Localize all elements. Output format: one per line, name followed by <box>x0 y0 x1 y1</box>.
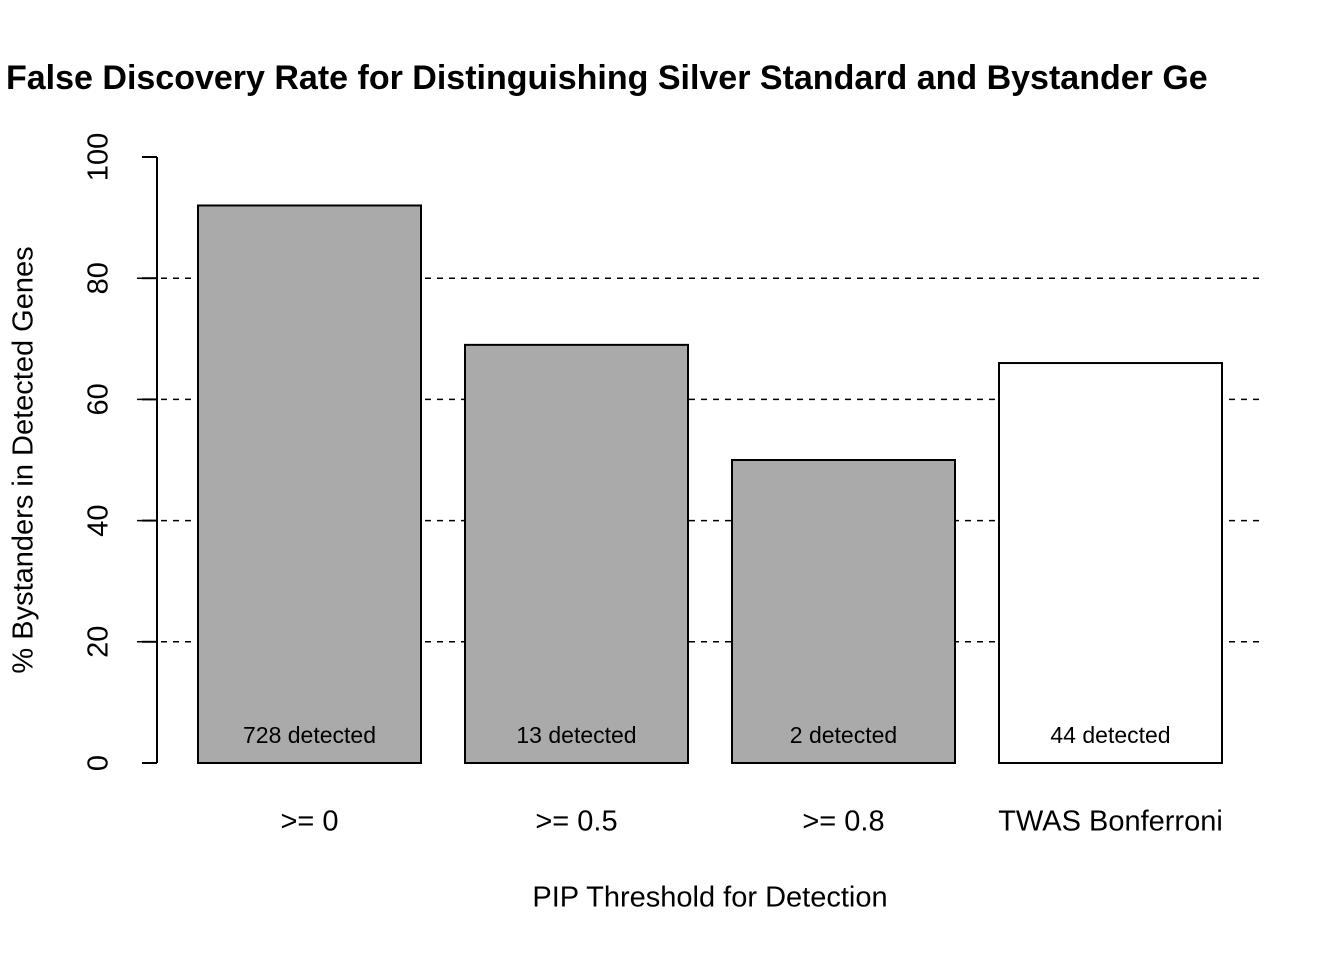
y-tick-label: 80 <box>83 262 115 294</box>
x-axis-label: PIP Threshold for Detection <box>532 882 887 914</box>
y-tick-label: 100 <box>83 133 115 181</box>
x-tick-label: >= 0.5 <box>535 806 617 838</box>
bar-label: 44 detected <box>1050 722 1170 748</box>
bar <box>464 343 689 764</box>
x-tick-label: >= 0 <box>280 806 338 838</box>
y-tick-label: 20 <box>83 626 115 658</box>
bar-label: 2 detected <box>790 722 897 748</box>
x-tick-label: >= 0.8 <box>802 806 884 838</box>
y-tick-label: 60 <box>83 383 115 415</box>
x-tick-label: TWAS Bonferroni <box>998 806 1223 838</box>
bar <box>731 459 956 764</box>
bar <box>998 362 1223 764</box>
chart-title: False Discovery Rate for Distinguishing … <box>6 59 1208 97</box>
bar <box>197 204 422 765</box>
y-axis-label: % Bystanders in Detected Genes <box>8 246 40 673</box>
y-tick-label: 40 <box>83 504 115 536</box>
bar-label: 13 detected <box>516 722 636 748</box>
bar-label: 728 detected <box>243 722 376 748</box>
y-tick-label: 0 <box>83 755 115 771</box>
